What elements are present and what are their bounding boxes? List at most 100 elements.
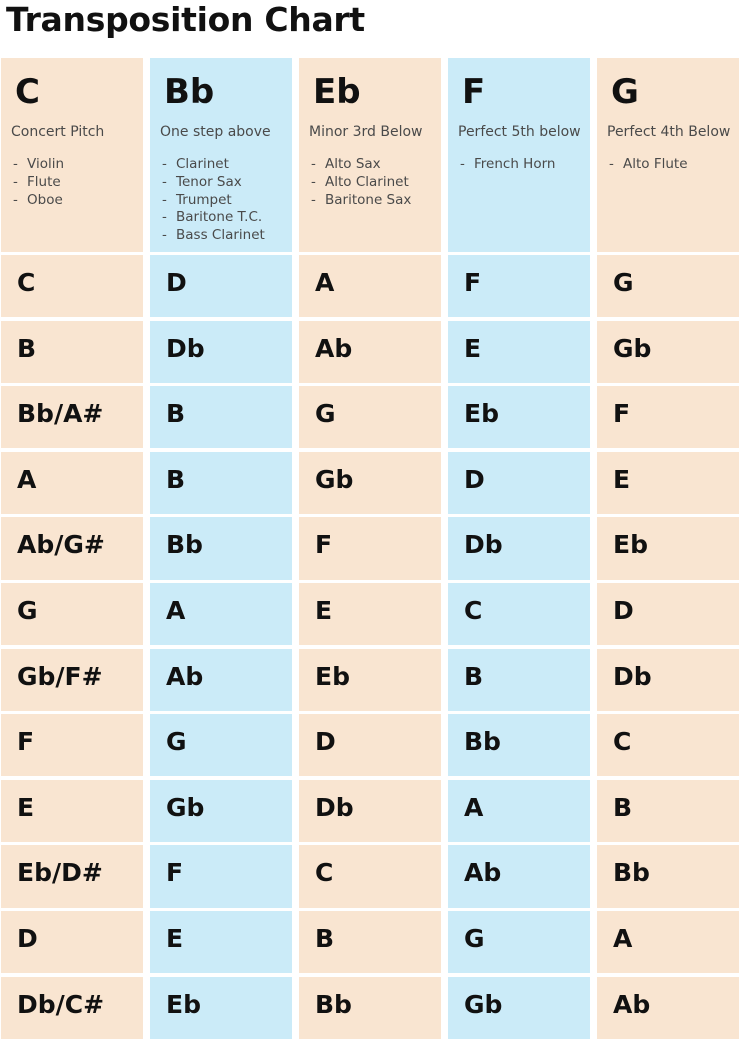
note-label: Bb/A# — [17, 399, 104, 429]
table-cell: Ab — [448, 845, 590, 908]
note-label: B — [17, 333, 37, 363]
note-label: Eb — [166, 989, 201, 1019]
table-cell: B — [299, 911, 441, 974]
table-cell: F — [299, 517, 441, 580]
table-cell: Ab — [299, 320, 441, 383]
table-cell: Bb — [448, 714, 590, 777]
note-label: D — [613, 596, 634, 625]
table-cell: Gb — [299, 451, 441, 515]
note-label: A — [315, 268, 335, 297]
header-cell-f: F Perfect 5th below French Horn — [448, 58, 590, 252]
note-label: Eb — [315, 661, 350, 691]
note-label: G — [166, 727, 187, 757]
instrument-item: Alto Flute — [609, 156, 688, 174]
table-cell: A — [597, 911, 739, 974]
table-cell: C — [299, 845, 441, 908]
table-cell: Gb — [597, 320, 739, 383]
table-cell: B — [597, 779, 739, 843]
table-cell: A — [299, 255, 441, 318]
note-label: G — [17, 596, 38, 625]
note-label: Db — [464, 530, 503, 560]
note-label: Db — [315, 792, 354, 822]
table-cell: B — [448, 648, 590, 711]
table-cell: A — [1, 451, 143, 515]
header-cell-g: G Perfect 4th Below Alto Flute — [597, 58, 739, 252]
table-cell: Eb — [299, 648, 441, 711]
header-cell-eb: Eb Minor 3rd Below Alto SaxAlto ClarinetBa… — [299, 58, 441, 252]
table-cell: D — [299, 714, 441, 777]
instrument-item: Alto Clarinet — [311, 174, 411, 192]
note-label: E — [464, 333, 482, 363]
header-subtitle: Perfect 5th below — [458, 124, 581, 140]
note-label: E — [166, 924, 184, 953]
header-key: G — [611, 72, 639, 112]
instrument-item: Oboe — [13, 192, 64, 210]
instrument-item: Bass Clarinet — [162, 227, 265, 245]
table-cell: Bb — [150, 517, 292, 580]
table-cell: Eb — [150, 976, 292, 1039]
table-cell: Bb/A# — [1, 386, 143, 449]
table-cell: F — [448, 255, 590, 318]
note-label: Db — [613, 661, 652, 691]
table-cell: F — [597, 386, 739, 449]
table-cell: Gb — [448, 976, 590, 1039]
table-cell: A — [448, 779, 590, 843]
instrument-item: Baritone Sax — [311, 192, 411, 210]
note-label: Ab — [613, 989, 651, 1019]
table-cell: F — [1, 714, 143, 777]
note-label: Gb — [464, 989, 503, 1019]
note-label: Bb — [166, 530, 203, 560]
note-label: F — [17, 727, 35, 757]
header-key: Bb — [164, 72, 215, 112]
header-key: Eb — [313, 72, 361, 112]
note-label: A — [613, 924, 633, 953]
table-cell: B — [1, 320, 143, 383]
table-cell: C — [1, 255, 143, 318]
table-cell: Db — [150, 320, 292, 383]
table-cell: Ab/G# — [1, 517, 143, 580]
table-cell: D — [448, 451, 590, 515]
table-cell: E — [448, 320, 590, 383]
table-cell: Db/C# — [1, 976, 143, 1039]
instrument-list: ClarinetTenor SaxTrumpetBaritone T.C.Bas… — [162, 156, 265, 245]
instrument-item: Alto Sax — [311, 156, 411, 174]
instrument-list: Alto SaxAlto ClarinetBaritone Sax — [311, 156, 411, 209]
table-cell: Eb — [448, 386, 590, 449]
note-label: Gb — [613, 333, 652, 363]
note-label: E — [315, 596, 333, 625]
note-label: A — [17, 464, 37, 494]
note-label: Bb — [613, 858, 650, 888]
page-title: Transposition Chart — [6, 0, 365, 39]
note-label: Eb/D# — [17, 858, 103, 888]
table-cell: E — [1, 779, 143, 843]
table-cell: F — [150, 845, 292, 908]
table-cell: Eb/D# — [1, 845, 143, 908]
note-label: E — [613, 464, 631, 494]
note-label: F — [315, 530, 333, 560]
note-label: A — [166, 596, 186, 625]
note-label: Gb — [166, 792, 205, 822]
table-cell: A — [150, 583, 292, 646]
table-cell: Eb — [597, 517, 739, 580]
note-label: G — [613, 268, 634, 297]
header-key: F — [462, 72, 486, 112]
note-label: Ab — [315, 333, 353, 363]
table-cell: E — [150, 911, 292, 974]
table-cell: D — [1, 911, 143, 974]
header-subtitle: Concert Pitch — [11, 124, 105, 140]
table-cell: Ab — [150, 648, 292, 711]
note-label: Eb — [464, 399, 499, 429]
table-cell: Gb — [150, 779, 292, 843]
instrument-item: French Horn — [460, 156, 555, 174]
table-cell: E — [299, 583, 441, 646]
header-subtitle: Perfect 4th Below — [607, 124, 731, 140]
note-label: B — [166, 399, 186, 429]
header-cell-c: C Concert Pitch ViolinFluteOboe — [1, 58, 143, 252]
note-label: Db — [166, 333, 205, 363]
note-label: F — [464, 268, 482, 297]
table-cell: C — [448, 583, 590, 646]
table-cell: D — [597, 583, 739, 646]
note-label: C — [613, 727, 632, 757]
note-label: Ab/G# — [17, 530, 105, 560]
table-cell: B — [150, 386, 292, 449]
